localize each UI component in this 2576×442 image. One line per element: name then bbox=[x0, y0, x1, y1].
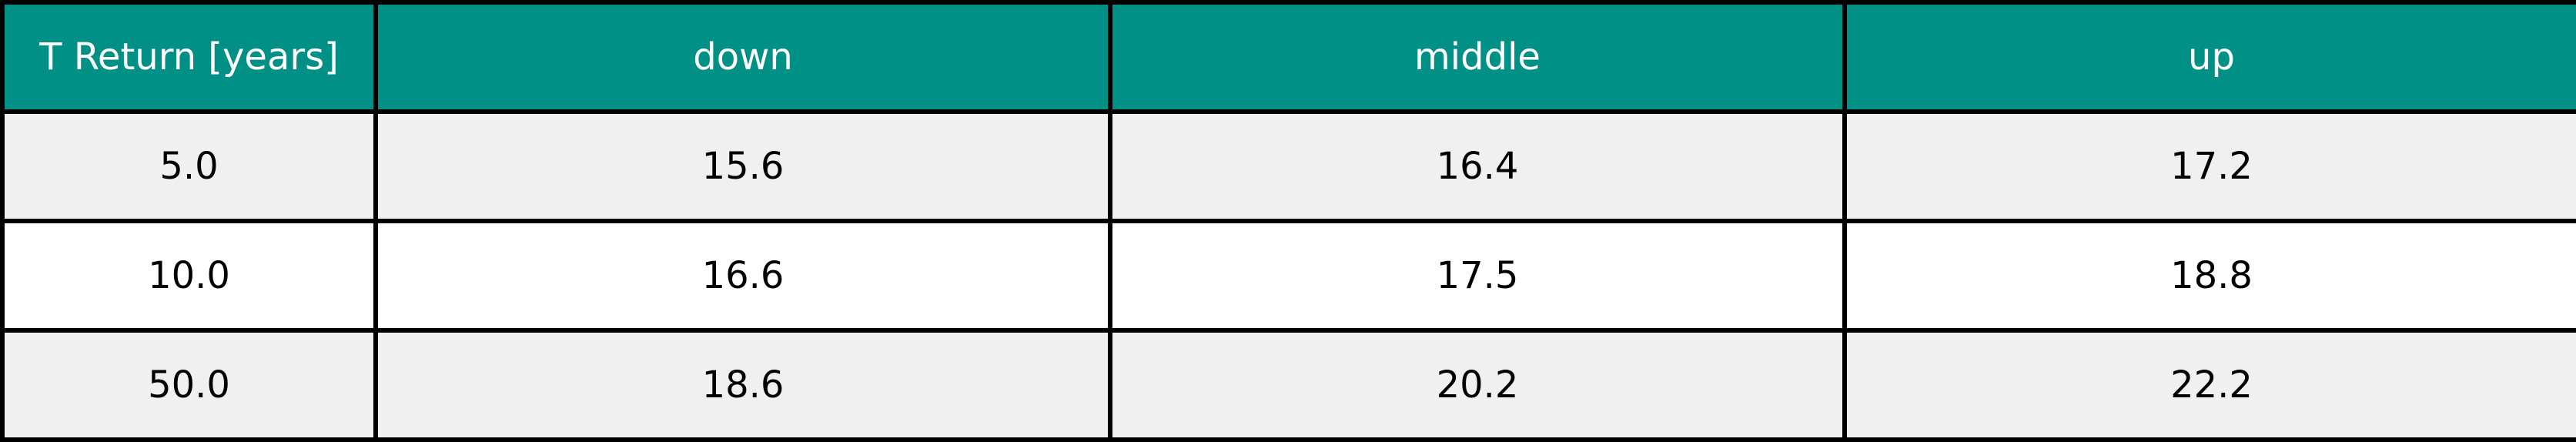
header-cell-middle: middle bbox=[1108, 0, 1847, 114]
table-cell: 17.2 bbox=[1842, 109, 2576, 223]
header-cell-down: down bbox=[373, 0, 1112, 114]
table-cell: 15.6 bbox=[373, 109, 1112, 223]
table-cell: 18.8 bbox=[1842, 219, 2576, 333]
table-row: 10.0 16.6 17.5 18.8 bbox=[0, 219, 2576, 333]
header-cell-up: up bbox=[1842, 0, 2576, 114]
header-cell-t-return: T Return [years] bbox=[0, 0, 378, 114]
table-cell: 5.0 bbox=[0, 109, 378, 223]
table-row: 5.0 15.6 16.4 17.2 bbox=[0, 109, 2576, 223]
table-cell: 50.0 bbox=[0, 328, 378, 442]
table-cell: 10.0 bbox=[0, 219, 378, 333]
table-cell: 22.2 bbox=[1842, 328, 2576, 442]
table-header-row: T Return [years] down middle up bbox=[0, 0, 2576, 114]
table-cell: 16.6 bbox=[373, 219, 1112, 333]
table-cell: 18.6 bbox=[373, 328, 1112, 442]
table-cell: 16.4 bbox=[1108, 109, 1847, 223]
table-cell: 17.5 bbox=[1108, 219, 1847, 333]
table-row: 50.0 18.6 20.2 22.2 bbox=[0, 328, 2576, 442]
table-cell: 20.2 bbox=[1108, 328, 1847, 442]
